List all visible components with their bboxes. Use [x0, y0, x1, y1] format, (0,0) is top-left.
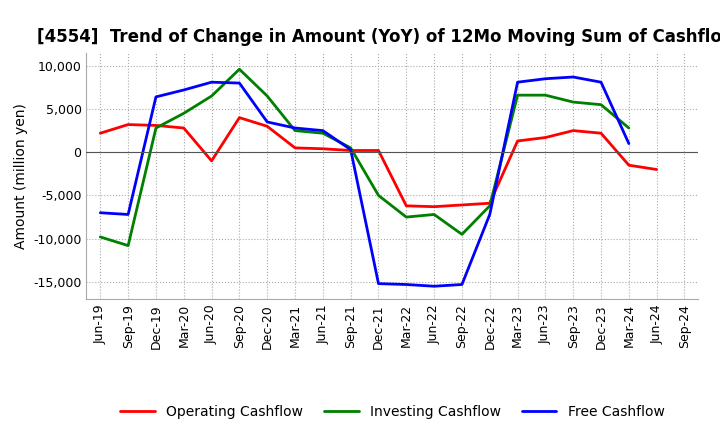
Free Cashflow: [263, 119, 271, 125]
Investing Cashflow: [124, 243, 132, 248]
Line: Operating Cashflow: Operating Cashflow: [100, 117, 657, 207]
Investing Cashflow: [291, 128, 300, 133]
Free Cashflow: [318, 128, 327, 133]
Free Cashflow: [96, 210, 104, 216]
Operating Cashflow: [597, 131, 606, 136]
Free Cashflow: [569, 74, 577, 80]
Operating Cashflow: [458, 202, 467, 208]
Operating Cashflow: [152, 123, 161, 128]
Free Cashflow: [179, 87, 188, 92]
Free Cashflow: [207, 80, 216, 85]
Line: Free Cashflow: Free Cashflow: [100, 77, 629, 286]
Investing Cashflow: [402, 214, 410, 220]
Operating Cashflow: [235, 115, 243, 120]
Free Cashflow: [541, 76, 550, 81]
Operating Cashflow: [96, 131, 104, 136]
Y-axis label: Amount (million yen): Amount (million yen): [14, 103, 27, 249]
Operating Cashflow: [207, 158, 216, 164]
Investing Cashflow: [318, 131, 327, 136]
Title: [4554]  Trend of Change in Amount (YoY) of 12Mo Moving Sum of Cashflows: [4554] Trend of Change in Amount (YoY) o…: [37, 28, 720, 46]
Free Cashflow: [346, 147, 355, 152]
Free Cashflow: [597, 80, 606, 85]
Investing Cashflow: [374, 193, 383, 198]
Operating Cashflow: [513, 138, 522, 143]
Free Cashflow: [624, 141, 633, 146]
Free Cashflow: [402, 282, 410, 287]
Investing Cashflow: [513, 92, 522, 98]
Operating Cashflow: [374, 148, 383, 153]
Legend: Operating Cashflow, Investing Cashflow, Free Cashflow: Operating Cashflow, Investing Cashflow, …: [114, 400, 670, 425]
Investing Cashflow: [263, 93, 271, 99]
Free Cashflow: [152, 94, 161, 99]
Line: Investing Cashflow: Investing Cashflow: [100, 69, 629, 246]
Free Cashflow: [458, 282, 467, 287]
Free Cashflow: [291, 125, 300, 131]
Free Cashflow: [124, 212, 132, 217]
Free Cashflow: [235, 81, 243, 86]
Investing Cashflow: [430, 212, 438, 217]
Operating Cashflow: [179, 125, 188, 131]
Free Cashflow: [374, 281, 383, 286]
Operating Cashflow: [346, 148, 355, 153]
Operating Cashflow: [652, 167, 661, 172]
Investing Cashflow: [96, 235, 104, 240]
Free Cashflow: [430, 284, 438, 289]
Investing Cashflow: [207, 93, 216, 99]
Investing Cashflow: [541, 92, 550, 98]
Investing Cashflow: [235, 66, 243, 72]
Free Cashflow: [485, 212, 494, 217]
Operating Cashflow: [624, 162, 633, 168]
Operating Cashflow: [291, 145, 300, 150]
Investing Cashflow: [346, 145, 355, 150]
Operating Cashflow: [318, 146, 327, 151]
Investing Cashflow: [624, 125, 633, 131]
Investing Cashflow: [458, 232, 467, 237]
Investing Cashflow: [179, 111, 188, 116]
Operating Cashflow: [430, 204, 438, 209]
Operating Cashflow: [485, 201, 494, 206]
Investing Cashflow: [485, 203, 494, 209]
Investing Cashflow: [569, 99, 577, 105]
Operating Cashflow: [263, 124, 271, 129]
Operating Cashflow: [402, 203, 410, 209]
Free Cashflow: [513, 80, 522, 85]
Operating Cashflow: [541, 135, 550, 140]
Operating Cashflow: [124, 122, 132, 127]
Investing Cashflow: [152, 125, 161, 131]
Operating Cashflow: [569, 128, 577, 133]
Investing Cashflow: [597, 102, 606, 107]
